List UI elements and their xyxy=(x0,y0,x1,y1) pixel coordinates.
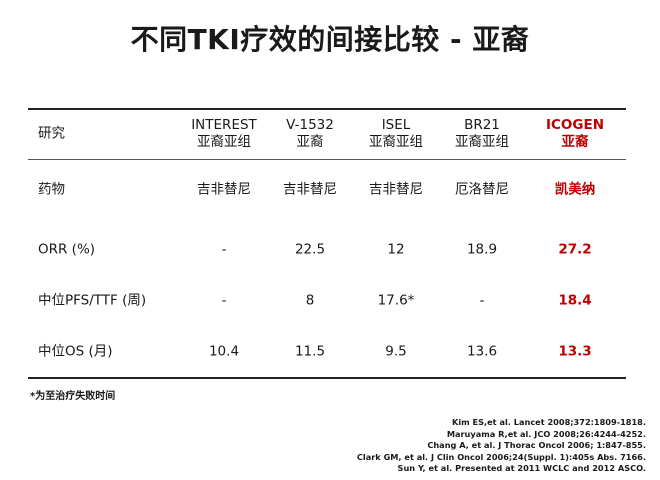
study-name: V-1532 xyxy=(286,117,334,133)
table-cell: 10.4 xyxy=(208,343,240,360)
table-cell: - xyxy=(221,292,227,309)
reference-item: Maruyama R,et al. JCO 2008;26:4244-4252. xyxy=(446,428,646,439)
study-subgroup: 亚裔亚组 xyxy=(455,134,509,150)
table-cell: 18.9 xyxy=(466,241,498,258)
study-header-v1532: V-1532 亚裔 xyxy=(286,117,334,151)
row-label-os: 中位OS (月) xyxy=(38,343,113,360)
study-subgroup: 亚裔亚组 xyxy=(369,134,423,150)
table-header-rule xyxy=(28,159,626,160)
reference-item: Kim ES,et al. Lancet 2008;372:1809-1818. xyxy=(452,417,646,427)
table-cell: 12 xyxy=(387,241,405,258)
study-header-isel: ISEL 亚裔亚组 xyxy=(369,117,423,151)
table-cell: 8 xyxy=(305,292,315,309)
study-header-interest: INTEREST 亚裔亚组 xyxy=(191,117,257,151)
study-header-icogen: ICOGEN 亚裔 xyxy=(546,117,604,151)
study-subgroup: 亚裔 xyxy=(296,134,324,150)
table-cell-highlight: 凯美纳 xyxy=(554,181,596,198)
study-subgroup: 亚裔亚组 xyxy=(197,134,251,150)
study-name: BR21 xyxy=(464,117,500,133)
study-header-br21: BR21 亚裔亚组 xyxy=(455,117,509,151)
table-cell: 9.5 xyxy=(385,343,407,360)
table-cell: - xyxy=(221,241,227,258)
study-name: ICOGEN xyxy=(545,117,605,133)
row-label-pfs: 中位PFS/TTF (周) xyxy=(38,292,147,309)
table-cell-highlight: 13.3 xyxy=(558,343,592,360)
table-cell: 吉非替尼 xyxy=(283,181,337,198)
slide-title: 不同TKI疗效的间接比较 - 亚裔 xyxy=(130,23,530,56)
table-cell: 吉非替尼 xyxy=(197,181,251,198)
table-cell: 厄洛替尼 xyxy=(455,181,509,198)
study-subgroup: 亚裔 xyxy=(561,134,589,150)
table-cell: 吉非替尼 xyxy=(369,181,423,198)
table-top-rule xyxy=(28,108,626,110)
reference-item: Clark GM, et al. J Clin Oncol 2006;24(Su… xyxy=(356,451,646,462)
row-label-drug: 药物 xyxy=(38,181,65,198)
reference-item: Sun Y, et al. Presented at 2011 WCLC and… xyxy=(397,463,646,474)
study-name: INTEREST xyxy=(191,117,257,133)
table-cell-highlight: 18.4 xyxy=(558,292,592,309)
table-cell: 22.5 xyxy=(294,241,326,258)
table-cell-highlight: 27.2 xyxy=(558,241,592,258)
reference-item: Chang A, et al. J Thorac Oncol 2006; 1:8… xyxy=(427,440,646,451)
study-name: ISEL xyxy=(381,117,411,133)
footnote: *为至治疗失败时间 xyxy=(30,391,116,402)
table-cell: 17.6* xyxy=(377,292,415,309)
references: Kim ES,et al. Lancet 2008;372:1809-1818.… xyxy=(86,417,646,475)
row-label-orr: ORR (%) xyxy=(38,241,96,258)
table-bottom-rule xyxy=(28,377,626,379)
header-label: 研究 xyxy=(38,125,65,142)
table-cell: 13.6 xyxy=(466,343,498,360)
table-cell: - xyxy=(479,292,485,309)
table-cell: 11.5 xyxy=(294,343,326,360)
